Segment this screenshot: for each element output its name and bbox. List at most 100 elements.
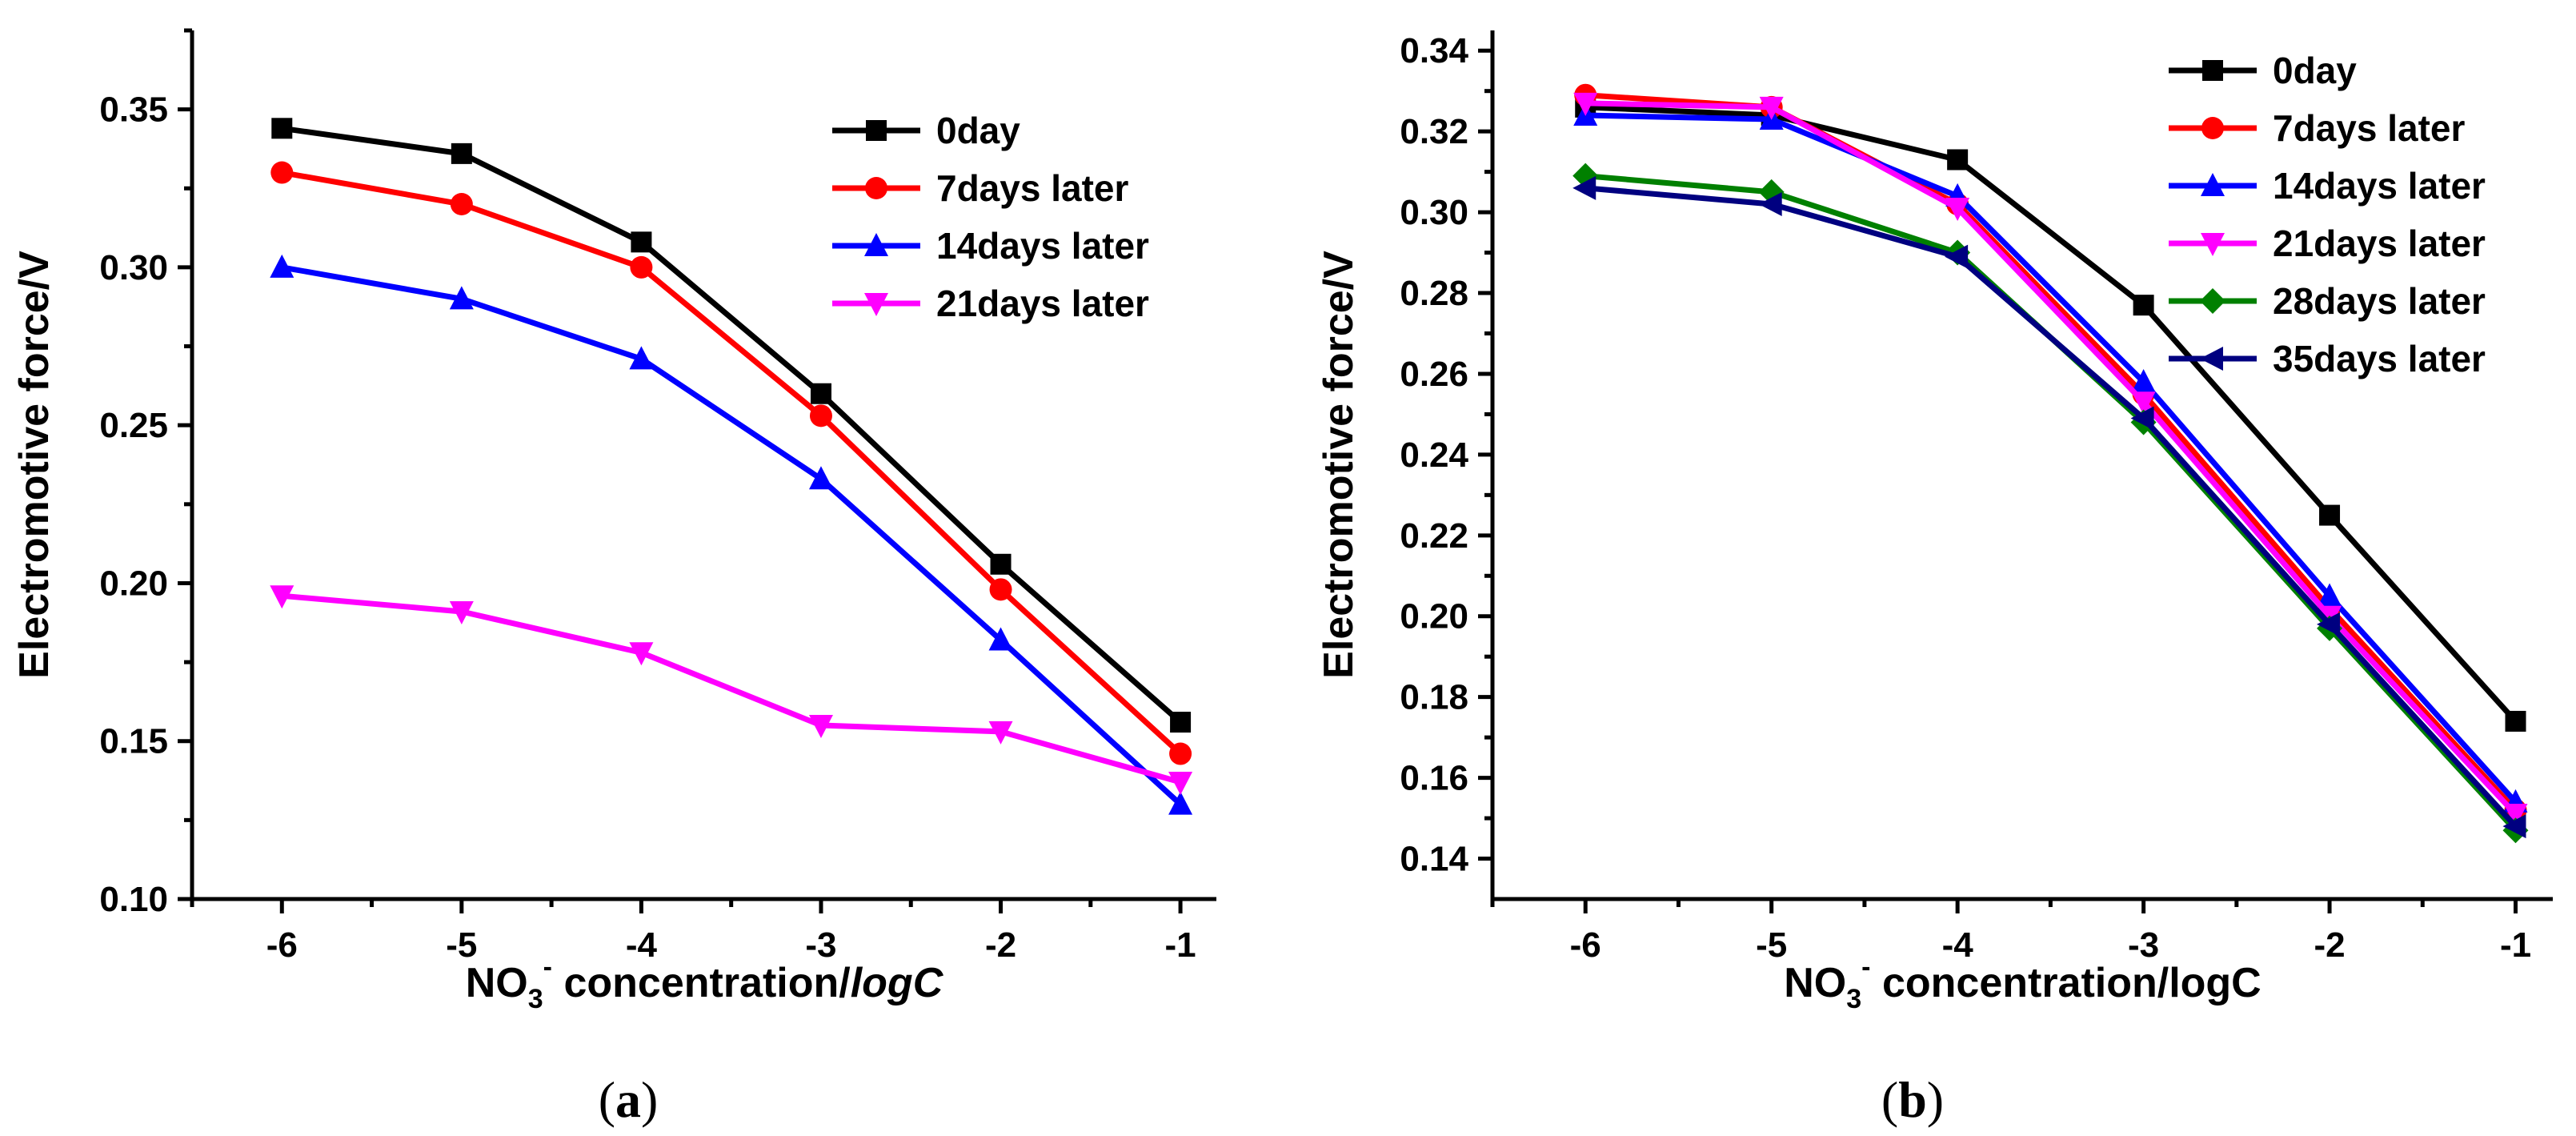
legend-entry: 14days later [2169, 165, 2486, 207]
x-label-subscript: 3 [528, 984, 543, 1014]
panel-caption: (a) [599, 1071, 659, 1128]
legend-entry: 0day [832, 110, 1020, 151]
series-21days-later [270, 585, 1193, 796]
x-label-subscript: 3 [1846, 984, 1861, 1014]
series-line [1585, 104, 2518, 724]
legend-label: 7days later [2273, 107, 2465, 149]
data-point [451, 143, 472, 164]
data-point [2319, 504, 2341, 526]
data-point [1759, 96, 1784, 120]
series-line [1585, 112, 2518, 805]
data-point [270, 161, 294, 184]
data-point [271, 118, 293, 139]
x-tick-label: -2 [985, 925, 1016, 965]
series-line [281, 125, 1183, 725]
data-point [270, 585, 294, 609]
series-line [1584, 185, 2518, 829]
legend-entry: 21days later [832, 283, 1149, 324]
x-label-base: NO [466, 960, 528, 1006]
legend-marker [864, 233, 888, 256]
data-point [988, 721, 1013, 745]
y-tick-label: 0.25 [99, 406, 168, 445]
data-point [449, 286, 474, 310]
data-point [1572, 175, 1596, 200]
caption-close: ) [641, 1071, 658, 1128]
x-tick-label: -6 [266, 925, 298, 965]
caption-letter: b [1898, 1071, 1927, 1128]
data-point [1169, 742, 1192, 765]
caption-close: ) [1927, 1071, 1944, 1128]
data-point [2130, 406, 2154, 431]
x-tick-label: -1 [2500, 925, 2531, 965]
data-point [1945, 244, 1969, 269]
x-tick-label: -3 [2128, 925, 2159, 965]
x-label-rest: concentration/ [552, 960, 851, 1006]
series-21days-later [1573, 92, 2528, 828]
legend-entry: 28days later [2169, 280, 2486, 322]
x-tick-label: -5 [1756, 925, 1787, 965]
series-line [281, 170, 1183, 757]
data-point [2133, 295, 2154, 316]
data-point [1573, 92, 1598, 116]
legend-label: 0day [936, 110, 1020, 151]
y-tick-label: 0.34 [1400, 31, 1468, 70]
data-point [449, 600, 474, 624]
x-tick-label: -5 [446, 925, 477, 965]
data-point [2318, 583, 2342, 607]
legend-entry: 14days later [832, 225, 1149, 267]
x-label-superscript: - [543, 952, 552, 982]
y-tick-label: 0.35 [99, 90, 168, 130]
legend-label: 28days later [2273, 280, 2486, 322]
data-point [631, 231, 652, 253]
data-point [2131, 369, 2156, 393]
x-tick-label: -4 [626, 925, 658, 965]
series-35days-later [1572, 175, 2526, 839]
legend-marker [2201, 233, 2225, 256]
caption-open: ( [599, 1071, 615, 1128]
data-point [2131, 391, 2156, 415]
legend-marker [866, 120, 887, 141]
series-line [1585, 100, 2518, 817]
x-tick-label: -2 [2314, 925, 2345, 965]
y-tick-label: 0.32 [1400, 112, 1468, 151]
legend-marker [865, 177, 887, 199]
panel-caption: (b) [1881, 1071, 1944, 1128]
x-label-italic: logC [851, 960, 944, 1006]
legend-label: 14days later [936, 225, 1149, 267]
data-point [1168, 772, 1193, 796]
y-tick-label: 0.15 [99, 722, 168, 761]
data-point [630, 255, 653, 279]
data-point [450, 193, 473, 215]
x-tick-label: -3 [805, 925, 836, 965]
y-tick-label: 0.30 [1400, 193, 1468, 232]
y-tick-label: 0.16 [1400, 759, 1468, 798]
x-tick-label: -4 [1942, 925, 1974, 965]
y-tick-label: 0.24 [1400, 436, 1468, 475]
data-point [270, 254, 294, 278]
legend-marker [864, 293, 888, 316]
series-0day [1575, 96, 2526, 732]
data-point [2502, 814, 2526, 839]
data-point [1758, 192, 1782, 216]
series-line [1584, 173, 2518, 833]
data-point [1947, 149, 1969, 171]
x-tick-label: -6 [1570, 925, 1601, 965]
y-tick-label: 0.20 [99, 564, 168, 603]
y-tick-label: 0.22 [1400, 516, 1468, 556]
x-label-base: NO [1784, 960, 1846, 1006]
series-0day [271, 118, 1192, 733]
series-line [281, 264, 1183, 807]
legend-label: 21days later [2273, 223, 2486, 264]
y-tick-label: 0.28 [1400, 274, 1468, 313]
legend-entry: 0day [2169, 50, 2357, 91]
legend-label: 35days later [2273, 338, 2486, 379]
data-point [1168, 791, 1193, 815]
data-point [2505, 710, 2526, 732]
data-point [808, 715, 833, 738]
data-point [990, 553, 1012, 575]
data-point [1170, 712, 1192, 733]
legend-label: 7days later [936, 167, 1128, 209]
y-axis-label: Electromotive force/V [1316, 251, 1362, 679]
series-14days-later [1573, 102, 2528, 813]
